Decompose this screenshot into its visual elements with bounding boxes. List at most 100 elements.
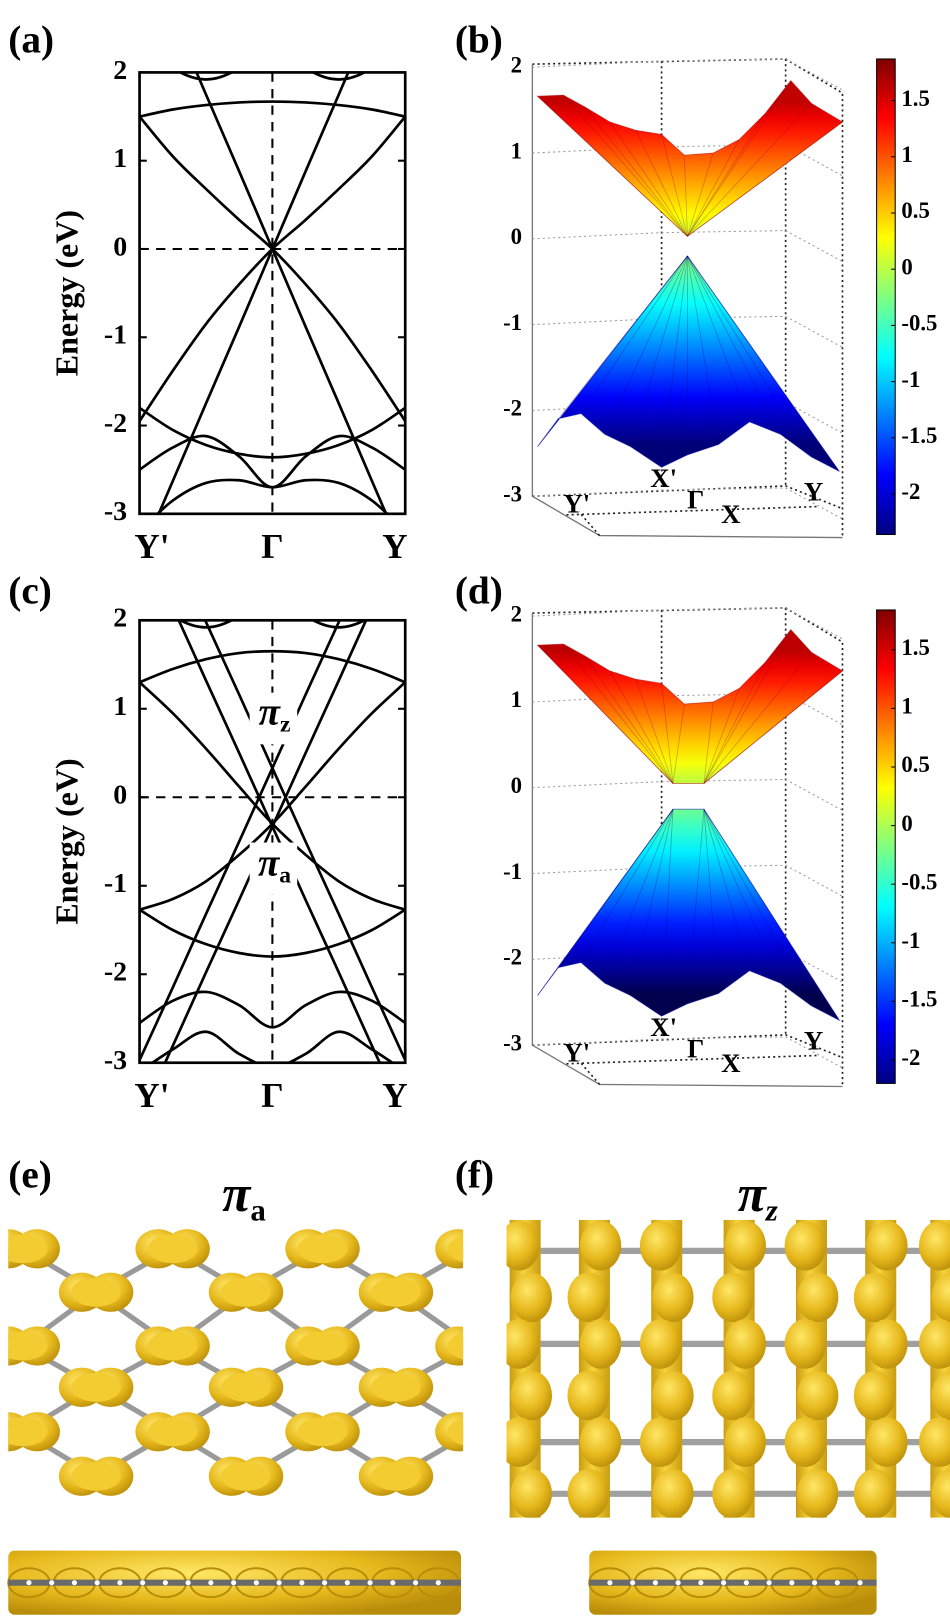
atom	[857, 1580, 863, 1586]
atom	[208, 1580, 214, 1586]
lower-surface	[537, 255, 840, 472]
y-tick-label: -1	[104, 320, 127, 351]
z-tick-label: -3	[503, 1030, 522, 1055]
x-tick-label: Y'	[134, 1076, 169, 1115]
orbital-title-subscript: a	[250, 1193, 266, 1228]
mesh-line	[687, 80, 792, 237]
atom	[276, 1580, 282, 1586]
orbital-bulge	[797, 1272, 839, 1323]
orbital-lobe	[297, 1417, 348, 1447]
orbital-bulge	[784, 1220, 826, 1271]
mesh-line	[687, 139, 740, 237]
orbital-lobe	[464, 1229, 509, 1268]
panel-label: (a)	[8, 18, 54, 61]
orbital-bulge	[567, 1272, 609, 1323]
atom	[743, 1580, 749, 1586]
upper-surface	[536, 628, 844, 784]
orbital-bulge	[853, 1468, 896, 1518]
band-line	[139, 115, 406, 422]
orbital-pi-z-side	[588, 1550, 877, 1615]
y-axis-label: Energy (eV)	[49, 210, 85, 376]
mesh-line	[687, 255, 750, 422]
mesh-line	[703, 809, 781, 984]
z-tick-label: 0	[511, 773, 522, 798]
mesh-line	[661, 809, 674, 1017]
colorbar-tick-label: -2	[901, 1045, 920, 1070]
band-line	[139, 908, 406, 958]
orbital-lobe	[8, 1234, 48, 1264]
z-tick-label: -2	[503, 396, 522, 421]
grid-line	[532, 778, 843, 811]
mesh-line	[537, 644, 674, 784]
atom	[162, 1580, 168, 1586]
grid-line	[532, 607, 843, 640]
atom	[789, 1580, 795, 1586]
mesh-line	[563, 94, 688, 237]
orbital-lobe	[447, 1235, 464, 1263]
x-tick-label: Y	[382, 527, 407, 566]
mesh-line	[563, 643, 674, 784]
band-line	[139, 620, 342, 1061]
mesh-line	[687, 113, 766, 237]
orbital-bulge	[918, 1319, 950, 1369]
grid-line	[532, 487, 843, 520]
orbital-bulge	[724, 1220, 766, 1271]
mesh-line	[537, 95, 688, 237]
axis-label: Y'	[563, 1038, 590, 1068]
atom	[344, 1580, 350, 1586]
axis-label: Γ	[687, 485, 704, 515]
mesh-line	[703, 688, 740, 784]
band-line	[139, 406, 406, 459]
orbital-bulge	[510, 1468, 553, 1518]
atom	[299, 1580, 305, 1586]
band-annotation: πz	[259, 690, 291, 737]
atom	[117, 1580, 123, 1586]
box-edge	[531, 64, 843, 539]
orbital-lobe	[71, 1277, 121, 1307]
orbital-title-subscript: z	[765, 1193, 778, 1228]
atom	[390, 1580, 396, 1586]
orbital-bulge	[652, 1468, 694, 1518]
colorbar-tick-label: 1.5	[901, 635, 929, 660]
band-annotation-subscript: a	[279, 863, 291, 889]
orbital-bulge	[579, 1220, 622, 1271]
y-tick-label: -2	[104, 957, 127, 988]
box-edge	[531, 613, 843, 1088]
plot-frame	[138, 618, 407, 1065]
orbital-bulge	[797, 1370, 839, 1421]
band-line	[139, 681, 406, 911]
atom	[698, 1580, 704, 1586]
band-annotation: πa	[258, 841, 291, 888]
band-annotation-subscript: z	[280, 712, 290, 738]
mesh-line	[687, 255, 719, 445]
mesh-line	[703, 662, 766, 784]
colorbar	[876, 58, 896, 536]
mesh-line	[583, 106, 688, 237]
orbital-bulge	[506, 1220, 540, 1271]
z-tick-label: -1	[503, 859, 522, 884]
mesh-line	[703, 629, 792, 784]
mesh-line	[687, 121, 843, 237]
atom	[71, 1580, 78, 1586]
x-tick-label: Γ	[261, 527, 283, 566]
orbital-lobe	[8, 1331, 48, 1361]
orbital-lobe	[8, 1417, 48, 1447]
orbital-lobe	[147, 1417, 198, 1447]
orbital-pi-a-top	[8, 1229, 509, 1496]
axis-label: X	[721, 1048, 741, 1078]
atom	[675, 1580, 681, 1586]
box-edge	[532, 607, 843, 1085]
mesh-line	[687, 103, 812, 237]
y-tick-label: -2	[104, 408, 127, 439]
mesh-line	[703, 701, 714, 784]
orbital-lobe	[464, 1412, 509, 1451]
orbital-bulge	[712, 1370, 754, 1421]
y-axis-label: Energy (eV)	[49, 758, 85, 924]
atom	[834, 1580, 840, 1586]
mesh-line	[661, 134, 688, 237]
y-tick-label: 0	[113, 780, 127, 811]
grid-line	[532, 1036, 843, 1069]
atom	[652, 1580, 658, 1586]
y-tick-label: 1	[113, 691, 127, 722]
bands	[139, 72, 406, 514]
